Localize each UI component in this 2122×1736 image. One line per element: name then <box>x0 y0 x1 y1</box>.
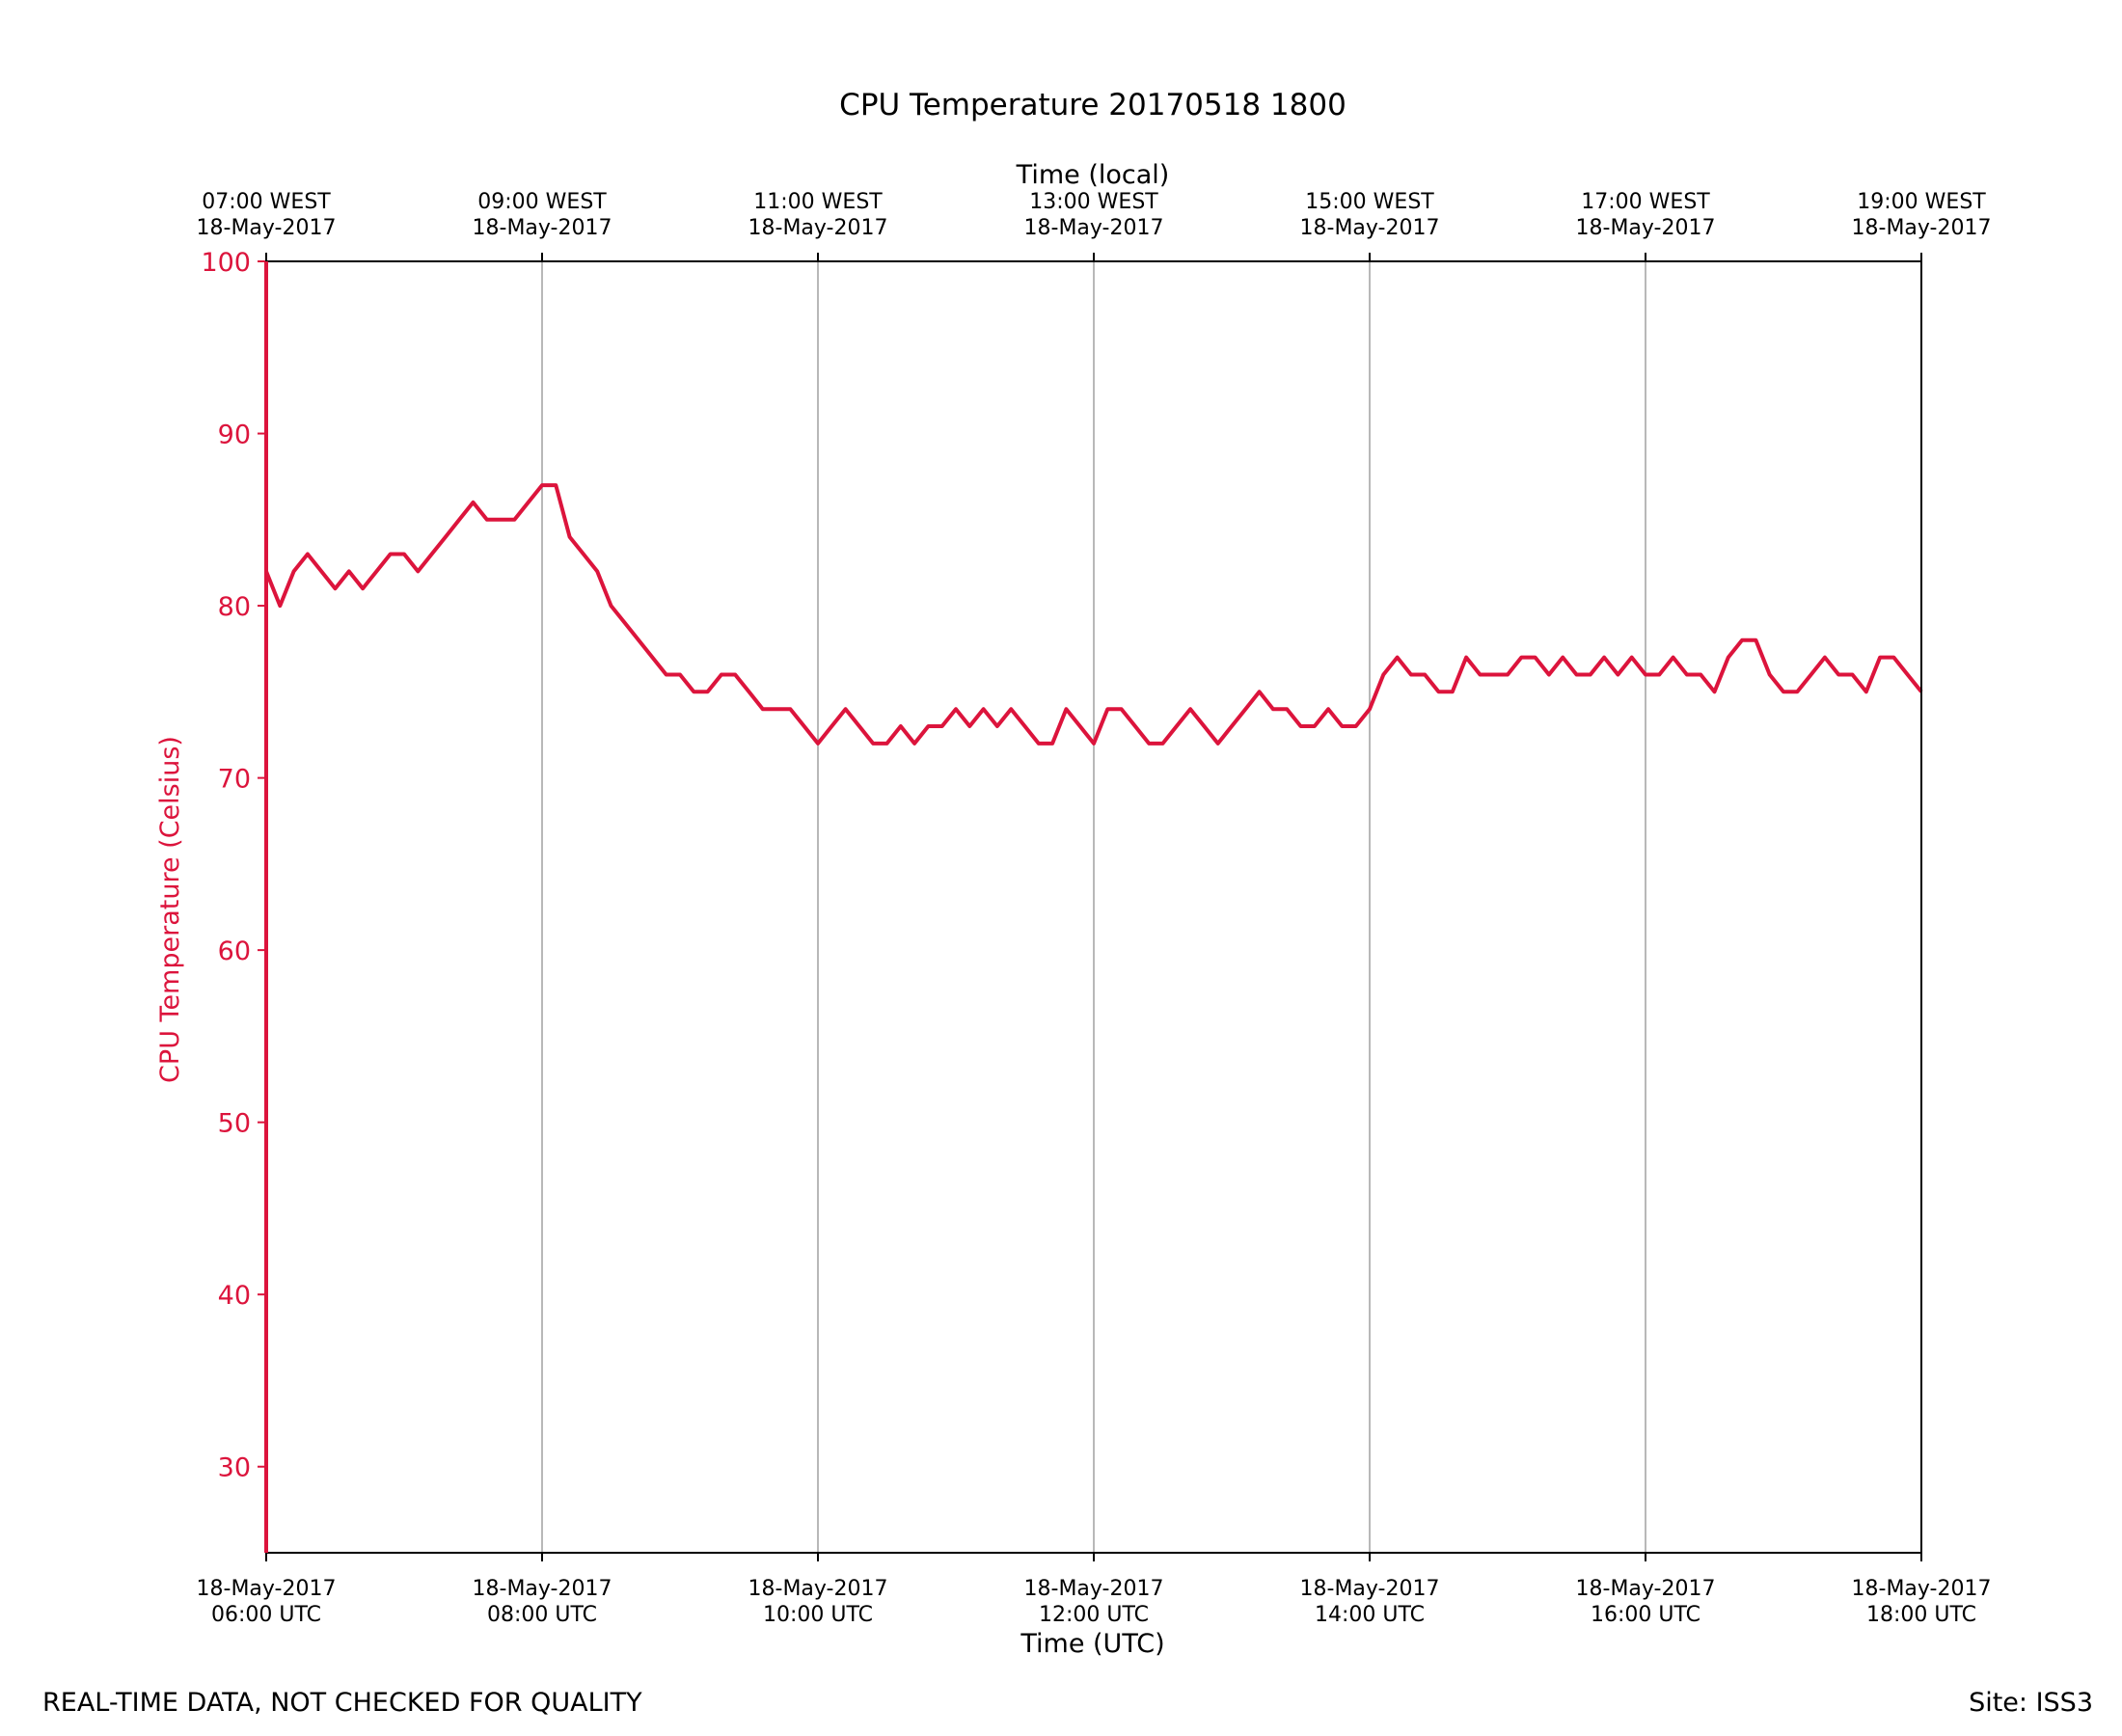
bottom-tick-time-2: 10:00 UTC <box>763 1603 873 1627</box>
y-axis-label: CPU Temperature (Celsius) <box>155 736 185 1083</box>
top-tick-time-6: 19:00 WEST <box>1857 190 1986 214</box>
bottom-tick-date-6: 18-May-2017 <box>1852 1577 1992 1601</box>
top-tick-date-5: 18-May-2017 <box>1576 216 1716 240</box>
y-tick-label-100: 100 <box>201 248 251 278</box>
bottom-tick-date-5: 18-May-2017 <box>1576 1577 1716 1601</box>
bottom-tick-time-1: 08:00 UTC <box>487 1603 597 1627</box>
grid-lines <box>541 261 1646 1553</box>
y-tick-label-50: 50 <box>218 1109 251 1139</box>
bottom-tick-time-4: 14:00 UTC <box>1315 1603 1425 1627</box>
bottom-tick-date-3: 18-May-2017 <box>1024 1577 1164 1601</box>
y-tick-label-70: 70 <box>218 765 251 795</box>
bottom-tick-time-6: 18:00 UTC <box>1866 1603 1976 1627</box>
bottom-tick-time-0: 06:00 UTC <box>211 1603 321 1627</box>
top-axis-label: Time (local) <box>1016 160 1170 190</box>
top-tick-date-6: 18-May-2017 <box>1852 216 1992 240</box>
top-tick-time-5: 17:00 WEST <box>1581 190 1710 214</box>
top-tick-date-4: 18-May-2017 <box>1300 216 1440 240</box>
top-tick-date-2: 18-May-2017 <box>748 216 888 240</box>
bottom-tick-date-0: 18-May-2017 <box>197 1577 337 1601</box>
chart-title: CPU Temperature 20170518 1800 <box>839 88 1347 122</box>
top-tick-date-3: 18-May-2017 <box>1024 216 1164 240</box>
y-tick-label-90: 90 <box>218 420 251 450</box>
x-axis-label: Time (UTC) <box>1020 1629 1164 1659</box>
bottom-tick-date-2: 18-May-2017 <box>748 1577 888 1601</box>
bottom-tick-time-5: 16:00 UTC <box>1591 1603 1700 1627</box>
y-tick-label-30: 30 <box>218 1453 251 1483</box>
top-tick-date-1: 18-May-2017 <box>473 216 612 240</box>
y-tick-label-60: 60 <box>218 936 251 966</box>
y-tick-label-80: 80 <box>218 592 251 622</box>
bottom-tick-time-3: 12:00 UTC <box>1039 1603 1149 1627</box>
footer-site: Site: ISS3 <box>1969 1688 2093 1718</box>
y-tick-label-40: 40 <box>218 1281 251 1311</box>
top-tick-time-3: 13:00 WEST <box>1029 190 1158 214</box>
bottom-tick-date-1: 18-May-2017 <box>473 1577 612 1601</box>
top-tick-time-2: 11:00 WEST <box>753 190 883 214</box>
footer-disclaimer: REAL-TIME DATA, NOT CHECKED FOR QUALITY <box>42 1688 642 1718</box>
bottom-tick-date-4: 18-May-2017 <box>1300 1577 1440 1601</box>
top-tick-date-0: 18-May-2017 <box>197 216 337 240</box>
series-line-0 <box>264 483 1923 746</box>
y-ticks: 30 40 50 60 70 80 90 100 <box>201 248 266 1483</box>
top-tick-time-4: 15:00 WEST <box>1305 190 1434 214</box>
top-tick-time-0: 07:00 WEST <box>202 190 331 214</box>
series-layer <box>264 483 1923 746</box>
top-tick-time-1: 09:00 WEST <box>477 190 607 214</box>
